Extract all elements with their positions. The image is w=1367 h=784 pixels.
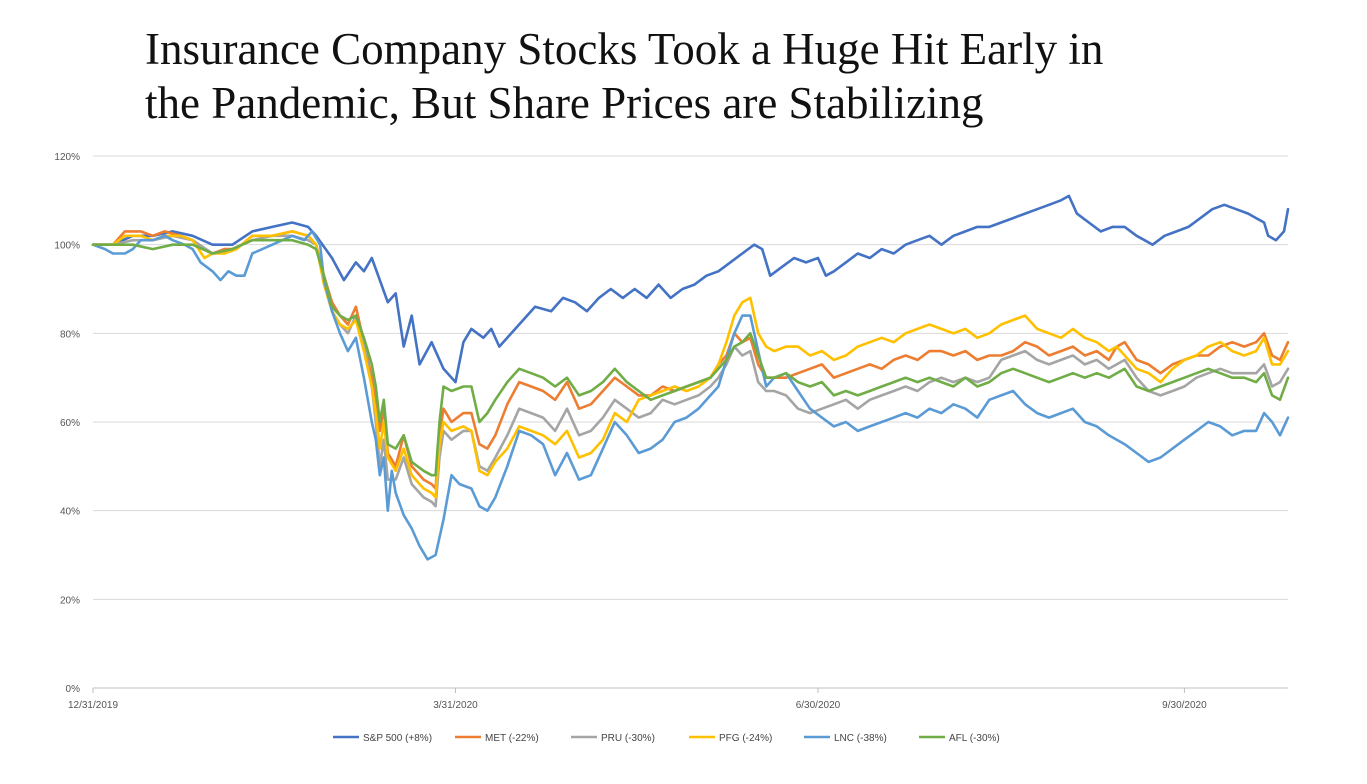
series-line-met: [91, 230, 1290, 490]
y-tick-label: 0%: [66, 684, 81, 695]
legend-label: PFG (-24%): [719, 733, 772, 744]
x-tick-label: 12/31/2019: [68, 700, 118, 711]
x-axis: 12/31/2019 3/31/2020 6/30/2020 9/30/2020: [68, 687, 1288, 711]
chart-title-line-2: the Pandemic, But Share Prices are Stabi…: [145, 78, 984, 128]
y-tick-label: 40%: [60, 507, 80, 518]
y-tick-label: 20%: [60, 595, 80, 606]
legend-label: AFL (-30%): [949, 733, 1000, 744]
legend-label: LNC (-38%): [834, 733, 887, 744]
series-line-sp: [91, 194, 1290, 384]
chart-title: Insurance Company Stocks Took a Huge Hit…: [145, 22, 1295, 130]
x-tick-label: 6/30/2020: [796, 700, 841, 711]
x-tick-label: 9/30/2020: [1162, 700, 1207, 711]
chart-title-line-1: Insurance Company Stocks Took a Huge Hit…: [145, 24, 1104, 74]
series-line-afl: [91, 238, 1290, 477]
x-tick-label: 3/31/2020: [433, 700, 478, 711]
y-tick-label: 80%: [60, 329, 80, 340]
series-lines: [91, 194, 1290, 561]
y-tick-label: 60%: [60, 418, 80, 429]
gridlines: [93, 155, 1288, 600]
series-line-pru: [91, 234, 1290, 508]
series-line-pfg: [91, 230, 1290, 499]
series-line-lnc: [91, 230, 1290, 561]
legend-label: S&P 500 (+8%): [363, 733, 432, 744]
y-tick-label: 120%: [54, 152, 80, 163]
legend-label: MET (-22%): [485, 733, 539, 744]
legend-label: PRU (-30%): [601, 733, 655, 744]
y-tick-label: 100%: [54, 241, 80, 252]
y-axis-ticks: 0% 20% 40% 60% 80% 100% 120%: [54, 152, 80, 695]
legend: S&P 500 (+8%) MET (-22%) PRU (-30%) PFG (-2…: [333, 733, 1000, 744]
